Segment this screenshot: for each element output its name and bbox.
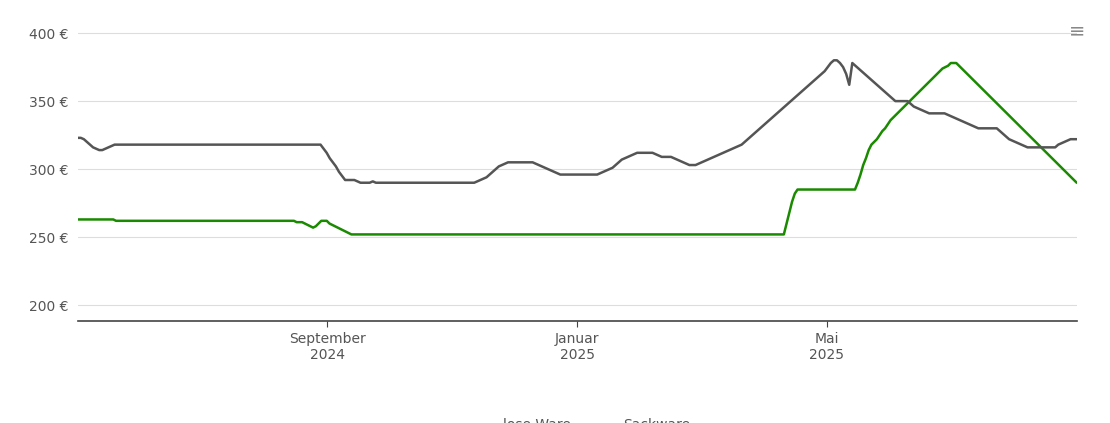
Text: ≡: ≡ (1069, 21, 1086, 40)
Legend: lose Ware, Sackware: lose Ware, Sackware (458, 413, 696, 423)
